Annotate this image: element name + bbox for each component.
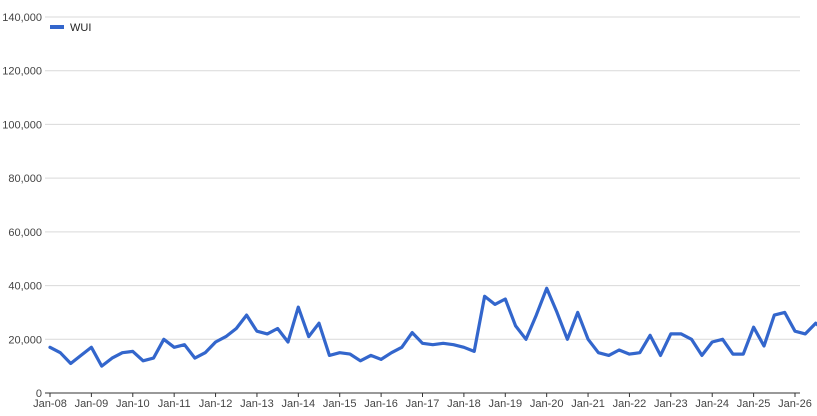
x-tick-label: Jan-22: [613, 398, 647, 410]
y-tick-label: 60,000: [8, 227, 42, 239]
legend-swatch-wui: [50, 25, 64, 29]
x-tick-label: Jan-21: [571, 398, 605, 410]
x-axis-ticks: [49, 393, 796, 397]
y-tick-label: 80,000: [8, 173, 42, 185]
legend: WUI: [50, 22, 91, 34]
y-tick-label: 120,000: [2, 66, 42, 78]
x-tick-label: Jan-18: [447, 398, 481, 410]
y-tick-label: 140,000: [2, 12, 42, 24]
x-tick-label: Jan-24: [695, 398, 729, 410]
y-tick-label: 40,000: [8, 281, 42, 293]
y-tick-label: 100,000: [2, 119, 42, 131]
series-line-wui: [48, 286, 817, 368]
x-tick-label: Jan-26: [778, 398, 812, 410]
x-tick-label: Jan-19: [488, 398, 522, 410]
y-axis-tick-labels: 0 20,000 40,000 60,000 80,000 100,000 120,000 1…: [2, 12, 42, 400]
x-tick-label: Jan-12: [199, 398, 233, 410]
x-tick-label: Jan-11: [158, 398, 191, 410]
legend-label-wui: WUI: [70, 22, 91, 34]
x-tick-label: Jan-08: [33, 398, 67, 410]
x-tick-label: Jan-10: [116, 398, 150, 410]
x-tick-label: Jan-25: [737, 398, 771, 410]
gridlines: [45, 16, 800, 340]
x-tick-label: Jan-14: [282, 398, 316, 410]
x-tick-label: Jan-15: [323, 398, 357, 410]
x-tick-label: Jan-23: [654, 398, 688, 410]
x-tick-label: Jan-16: [364, 398, 398, 410]
y-tick-label: 20,000: [8, 334, 42, 346]
y-tick-label: 0: [36, 388, 42, 400]
x-tick-label: Jan-20: [530, 398, 564, 410]
series-group: [48, 286, 817, 368]
x-axis-tick-labels: Jan-08 Jan-09 Jan-10 Jan-11 Jan-12 Jan-13 Jan-…: [33, 398, 812, 410]
x-tick-label: Jan-13: [240, 398, 274, 410]
x-tick-label: Jan-09: [75, 398, 109, 410]
x-tick-label: Jan-17: [406, 398, 440, 410]
